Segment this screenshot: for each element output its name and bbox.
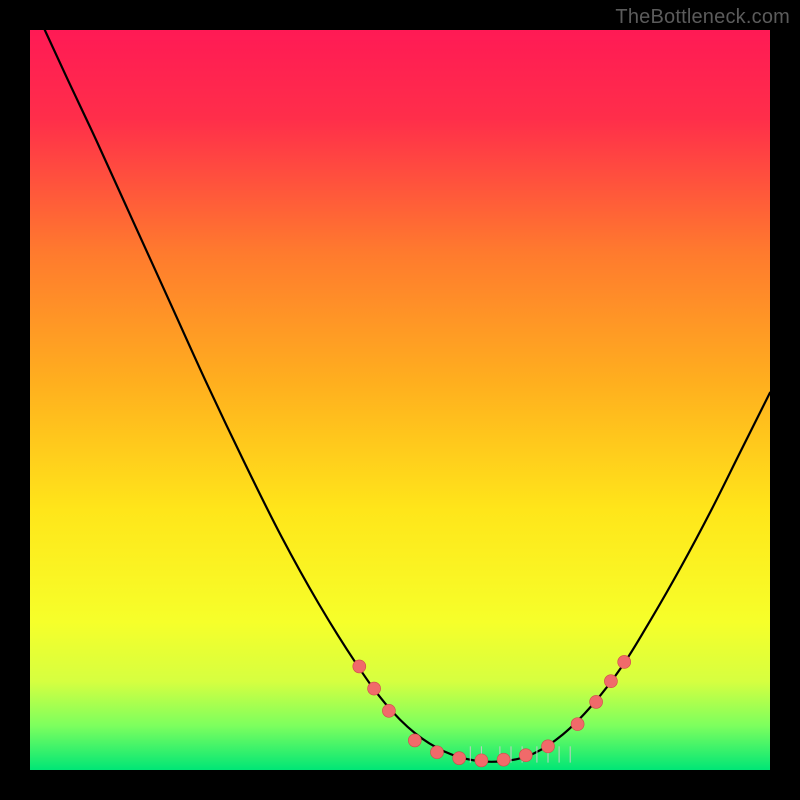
data-marker: [604, 675, 617, 688]
data-marker: [618, 655, 631, 668]
data-marker: [453, 752, 466, 765]
data-marker: [368, 682, 381, 695]
data-marker: [519, 749, 532, 762]
data-marker: [590, 695, 603, 708]
data-marker: [431, 746, 444, 759]
data-marker: [475, 754, 488, 767]
data-marker: [571, 718, 584, 731]
data-marker: [542, 740, 555, 753]
data-marker: [408, 734, 421, 747]
plot-area: [30, 30, 770, 770]
marker-group: [353, 655, 631, 766]
data-marker: [353, 660, 366, 673]
bottleneck-curve: [45, 30, 770, 762]
data-marker: [497, 753, 510, 766]
watermark-text: TheBottleneck.com: [615, 6, 790, 29]
data-marker: [382, 704, 395, 717]
chart-svg: [30, 30, 770, 770]
